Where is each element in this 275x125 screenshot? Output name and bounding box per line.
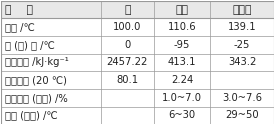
Text: 燔 (凝) 点 /℃: 燔 (凝) 点 /℃ xyxy=(5,40,54,50)
Text: 80.1: 80.1 xyxy=(116,75,138,85)
Text: 蝒发潜热 /kJ·kg⁻¹: 蝒发潜热 /kJ·kg⁻¹ xyxy=(5,58,68,68)
Text: -25: -25 xyxy=(234,40,250,50)
Text: 甲苯: 甲苯 xyxy=(175,4,188,15)
Text: 6~30: 6~30 xyxy=(168,110,196,120)
Text: 0: 0 xyxy=(124,40,130,50)
Text: 水: 水 xyxy=(124,4,131,15)
Text: 项    目: 项 目 xyxy=(5,4,33,15)
Text: 闪点 (闭口) /℃: 闪点 (闭口) /℃ xyxy=(5,110,57,120)
Text: 2.24: 2.24 xyxy=(171,75,193,85)
Bar xyxy=(1,18,274,36)
Text: 2457.22: 2457.22 xyxy=(106,58,148,68)
Text: 3.0~7.6: 3.0~7.6 xyxy=(222,93,262,103)
Bar xyxy=(1,54,274,71)
Text: 343.2: 343.2 xyxy=(228,58,256,68)
Text: 二甲苯: 二甲苯 xyxy=(232,4,252,15)
Bar xyxy=(1,107,274,124)
Text: 413.1: 413.1 xyxy=(168,58,196,68)
Text: 介电常数 (20 ℃): 介电常数 (20 ℃) xyxy=(5,75,67,85)
Bar xyxy=(1,1,274,18)
Bar xyxy=(1,71,274,89)
Text: 爆炸极限 (容量) /%: 爆炸极限 (容量) /% xyxy=(5,93,68,103)
Text: 110.6: 110.6 xyxy=(168,22,196,32)
Text: 139.1: 139.1 xyxy=(228,22,257,32)
Text: 29~50: 29~50 xyxy=(225,110,259,120)
Text: 100.0: 100.0 xyxy=(113,22,141,32)
Text: -95: -95 xyxy=(174,40,190,50)
Text: 1.0~7.0: 1.0~7.0 xyxy=(162,93,202,103)
Bar xyxy=(1,89,274,107)
Text: 沸点 /℃: 沸点 /℃ xyxy=(5,22,35,32)
Bar xyxy=(1,36,274,54)
